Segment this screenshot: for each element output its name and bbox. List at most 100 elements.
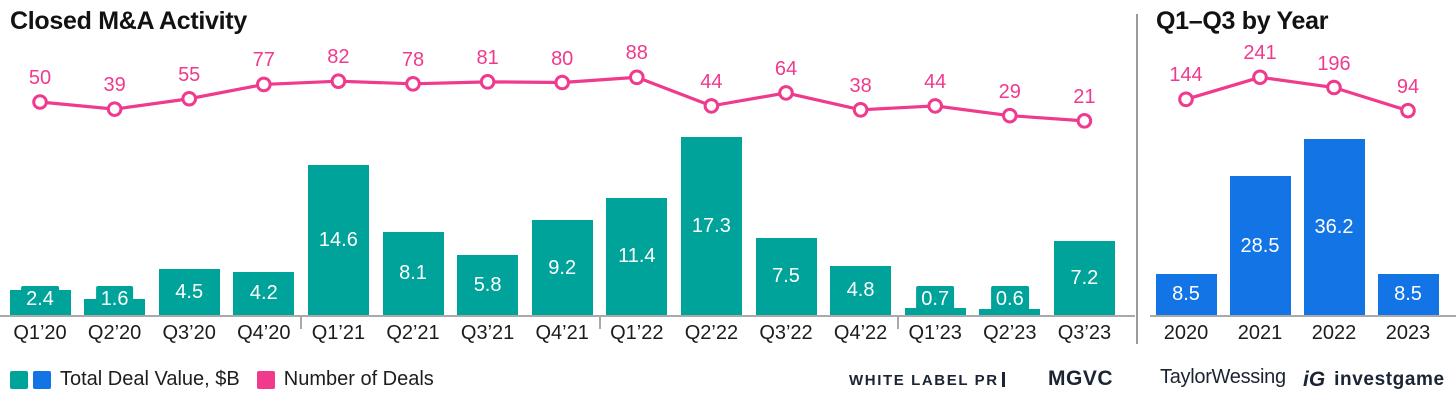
deals-value-label: 80	[551, 47, 574, 70]
deals-value-label: 55	[178, 63, 201, 86]
investgame-logo: iG investgame	[1303, 368, 1445, 392]
deals-point	[629, 69, 645, 86]
investgame-mark-icon: iG	[1303, 368, 1326, 391]
deals-value-label: 44	[924, 70, 947, 93]
deal-value-bar	[904, 307, 966, 315]
legend-swatch-teal	[10, 370, 28, 389]
investgame-logo-text: investgame	[1334, 369, 1445, 390]
deal-value-bar	[84, 298, 146, 315]
bar-value-label: 4.2	[244, 280, 283, 307]
deals-value-label: 64	[774, 57, 798, 80]
deals-value-label: 44	[700, 70, 723, 93]
x-axis-line	[1150, 315, 1456, 317]
deals-point	[106, 101, 123, 117]
x-axis-label: Q3’20	[162, 322, 216, 344]
bar-value-label: 2.4	[21, 286, 59, 312]
deals-value-label: 196	[1317, 52, 1351, 75]
deal-value-bar	[233, 271, 295, 315]
bar-value-label: 1.6	[95, 286, 134, 312]
deals-point	[1400, 102, 1416, 119]
deal-value-bar	[1377, 273, 1439, 315]
deal-value-bar	[680, 136, 742, 315]
legend-swatch-pink	[256, 370, 275, 389]
year-separator-tick	[896, 315, 899, 329]
bar-value-label: 0.6	[990, 286, 1029, 312]
x-axis-label: Q2’21	[386, 322, 440, 344]
bar-value-label: 0.7	[916, 286, 955, 312]
x-axis-label: Q2’20	[87, 322, 142, 344]
deal-value-bar	[158, 268, 220, 315]
x-axis-label: Q3’21	[460, 322, 515, 344]
bar-value-label: 8.5	[1167, 281, 1205, 308]
x-axis-label: Q1’23	[908, 322, 962, 344]
white-label-pr-logo-text: WHITE LABEL PR	[849, 372, 999, 389]
x-axis-label: Q4’21	[535, 322, 589, 344]
deals-value-label: 88	[625, 42, 648, 65]
mgvc-logo-text: MGVC	[1048, 367, 1113, 390]
panel-divider	[1136, 14, 1138, 344]
deal-value-bar	[9, 290, 71, 315]
deals-point	[32, 94, 48, 110]
legend-label-deals: Number of Deals	[283, 368, 434, 390]
x-axis-label: Q1’22	[610, 322, 664, 344]
deals-point	[852, 102, 869, 118]
deals-value-label: 29	[998, 80, 1021, 103]
deals-point	[1252, 69, 1268, 86]
deal-value-bar	[830, 265, 892, 315]
bar-value-label: 36.2	[1309, 213, 1359, 240]
x-axis-label: 2021	[1237, 322, 1283, 344]
deals-value-label: 50	[28, 67, 52, 89]
deals-point	[181, 90, 197, 107]
taylor-wessing-logo: TaylorWessing	[1160, 366, 1286, 389]
x-axis-label: 2023	[1385, 322, 1431, 344]
deals-point	[330, 73, 347, 89]
bar-value-label: 14.6	[313, 226, 363, 253]
bar-value-label: 8.5	[1389, 281, 1427, 308]
deal-value-bar	[1229, 176, 1291, 315]
bar-value-label: 11.4	[613, 243, 661, 270]
x-axis-line	[0, 315, 1135, 317]
deal-value-bar	[1303, 138, 1365, 315]
deal-value-bar	[531, 220, 593, 315]
bar-value-label: 8.1	[394, 260, 432, 287]
deals-point	[554, 74, 571, 91]
bar-value-label: 17.3	[686, 212, 736, 239]
deals-value-label: 21	[1073, 85, 1096, 108]
deals-value-label: 144	[1169, 64, 1203, 87]
x-axis-label: Q2’22	[684, 322, 739, 344]
white-label-pr-bar-icon	[1001, 372, 1005, 387]
deals-point	[927, 98, 944, 114]
x-axis-label: Q3’23	[1057, 322, 1112, 344]
bar-value-label: 4.5	[170, 278, 209, 305]
deals-point	[1178, 91, 1194, 108]
deals-point	[1002, 107, 1018, 124]
deals-point	[479, 74, 496, 90]
bar-value-label: 9.2	[543, 254, 582, 281]
bar-value-label: 28.5	[1235, 232, 1285, 259]
deals-value-label: 77	[252, 49, 275, 72]
deals-value-label: 78	[401, 48, 425, 71]
deal-value-bar	[979, 308, 1041, 315]
deal-value-bar	[1155, 273, 1217, 315]
deal-value-bar	[1053, 240, 1115, 315]
x-axis-label: Q1’20	[13, 322, 67, 344]
deals-value-label: 39	[103, 74, 126, 97]
deals-point	[703, 98, 720, 114]
deal-value-bar	[606, 197, 668, 315]
x-axis-label: 2020	[1163, 322, 1209, 344]
deals-point	[1076, 113, 1093, 129]
right-chart-title: Q1–Q3 by Year	[1156, 7, 1329, 35]
deals-value-label: 38	[849, 74, 872, 97]
x-axis-label: 2022	[1311, 322, 1357, 344]
mgvc-logo: MGVC	[1048, 367, 1113, 391]
white-label-pr-logo: WHITE LABEL PR	[849, 372, 1005, 389]
deals-point	[405, 76, 421, 92]
x-axis-label: Q4’20	[237, 322, 291, 344]
deals-point	[778, 85, 794, 101]
deals-value-label: 81	[476, 46, 499, 69]
